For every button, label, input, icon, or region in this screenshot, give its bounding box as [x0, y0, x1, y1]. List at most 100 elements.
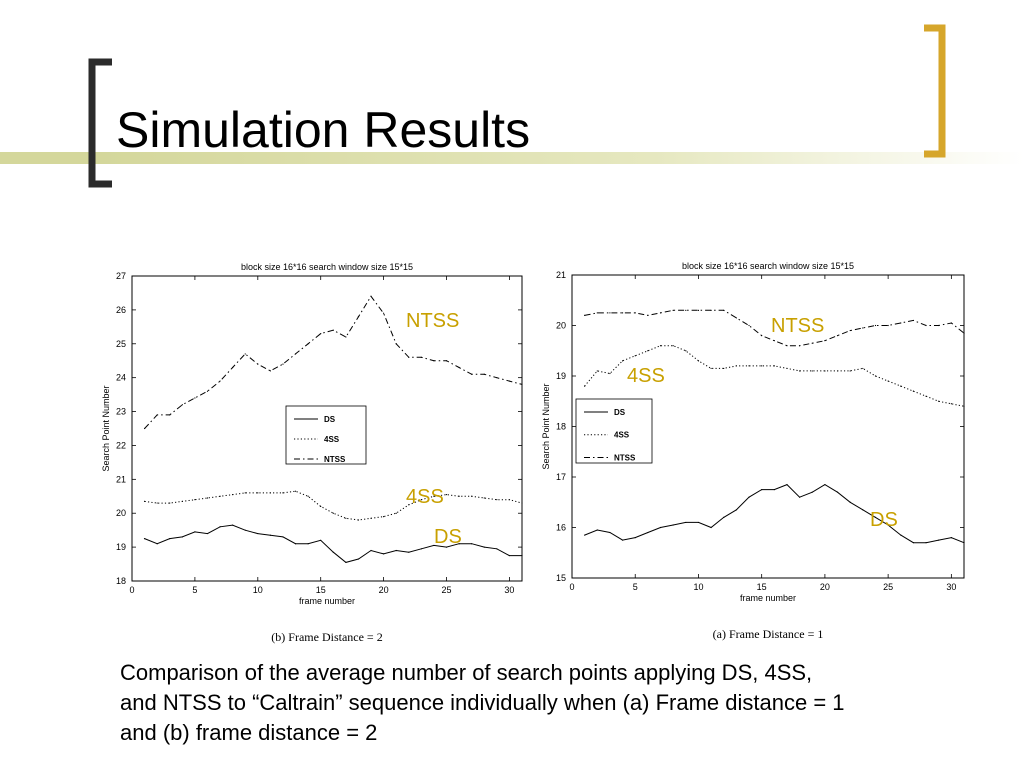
- data-point-ds: [357, 558, 360, 560]
- y-tick-label: 18: [116, 576, 126, 586]
- data-point-4ss: [483, 497, 485, 499]
- data-point-ds: [710, 526, 712, 529]
- data-point-ds: [383, 553, 385, 555]
- data-point-ds: [773, 489, 775, 491]
- data-point-ds: [912, 542, 915, 544]
- chart-frame-distance-2: block size 16*16 search window size 15*1…: [101, 262, 523, 644]
- data-point-ds: [395, 549, 397, 552]
- data-point-4ss: [723, 367, 725, 370]
- data-point-4ss: [799, 370, 801, 372]
- data-point-4ss: [874, 375, 877, 377]
- data-point-ds: [672, 524, 674, 526]
- legend-label: DS: [324, 415, 336, 424]
- data-point-4ss: [232, 493, 234, 496]
- y-tick-label: 18: [556, 422, 566, 432]
- data-point-ntss: [433, 360, 435, 362]
- data-point-ds: [206, 532, 209, 535]
- data-point-ntss: [925, 324, 927, 327]
- data-point-ds: [735, 509, 737, 511]
- data-point-ntss: [912, 319, 915, 322]
- data-point-4ss: [634, 355, 636, 357]
- data-point-ds: [143, 538, 146, 540]
- series-annotation: NTSS: [406, 310, 459, 332]
- data-point-ntss: [836, 335, 839, 337]
- data-point-4ss: [206, 497, 209, 499]
- data-point-4ss: [647, 350, 649, 352]
- accent-bar: [100, 152, 1024, 164]
- data-point-4ss: [156, 502, 158, 504]
- x-tick-label: 30: [504, 585, 514, 595]
- accent-bar-left: [0, 152, 100, 164]
- data-point-4ss: [294, 490, 297, 492]
- series-line-ds: [144, 524, 522, 563]
- data-point-4ss: [900, 385, 902, 387]
- data-point-ds: [925, 542, 927, 544]
- y-tick-label: 24: [116, 373, 126, 383]
- data-point-ntss: [659, 312, 662, 314]
- data-point-ntss: [194, 397, 196, 399]
- data-point-ds: [320, 539, 322, 541]
- y-tick-label: 17: [556, 472, 566, 482]
- data-point-ntss: [887, 324, 889, 327]
- x-tick-label: 25: [442, 585, 452, 595]
- data-point-ds: [156, 543, 158, 545]
- figure-caption: (a) Frame Distance = 1: [713, 627, 824, 641]
- data-point-4ss: [370, 517, 372, 519]
- data-point-ds: [508, 554, 511, 557]
- left-bracket-decoration: [88, 58, 112, 188]
- data-point-4ss: [659, 345, 662, 347]
- slide-caption: Comparison of the average number of sear…: [120, 660, 845, 745]
- data-point-ntss: [811, 342, 813, 344]
- data-point-ds: [408, 551, 410, 553]
- data-point-4ss: [609, 372, 611, 375]
- plot-frame: [131, 275, 523, 582]
- y-tick-label: 25: [116, 339, 126, 349]
- data-point-4ss: [320, 505, 322, 508]
- data-point-ds: [219, 526, 221, 528]
- data-point-4ss: [408, 504, 410, 506]
- data-point-4ss: [307, 495, 309, 497]
- data-point-4ss: [761, 365, 763, 367]
- data-point-ntss: [206, 390, 209, 392]
- data-point-ntss: [320, 333, 322, 335]
- data-point-ds: [963, 542, 965, 544]
- data-point-4ss: [685, 350, 687, 352]
- data-point-ntss: [383, 312, 385, 314]
- data-point-ntss: [799, 345, 801, 347]
- y-tick-label: 16: [556, 523, 566, 533]
- data-point-4ss: [244, 492, 246, 494]
- page-title: Simulation Results: [116, 102, 531, 158]
- data-point-ntss: [169, 414, 171, 416]
- data-point-ntss: [697, 309, 700, 311]
- data-point-ntss: [395, 343, 397, 345]
- series-line-ds: [584, 484, 965, 544]
- data-point-ntss: [143, 427, 146, 430]
- data-point-ntss: [244, 353, 246, 355]
- data-point-ntss: [483, 373, 485, 375]
- series-annotation: DS: [434, 526, 462, 548]
- data-point-ds: [181, 536, 183, 538]
- x-tick-label: 5: [192, 585, 197, 595]
- figure-caption: (b) Frame Distance = 2: [271, 630, 382, 644]
- data-point-ntss: [710, 309, 712, 311]
- data-point-4ss: [672, 345, 674, 347]
- data-point-4ss: [887, 380, 889, 382]
- y-axis-label: Search Point Number: [541, 383, 551, 469]
- x-tick-label: 0: [129, 585, 134, 595]
- data-point-ds: [420, 548, 422, 550]
- x-axis-label: frame number: [299, 596, 355, 606]
- x-tick-label: 30: [946, 582, 956, 592]
- y-tick-label: 22: [116, 440, 126, 450]
- y-tick-label: 27: [116, 271, 126, 281]
- data-point-ntss: [596, 312, 598, 314]
- data-point-ntss: [357, 316, 360, 318]
- data-point-4ss: [596, 370, 598, 372]
- data-point-ntss: [786, 345, 788, 347]
- data-point-4ss: [621, 360, 624, 362]
- x-tick-label: 5: [633, 582, 638, 592]
- data-point-ntss: [219, 380, 221, 382]
- data-point-ds: [950, 537, 952, 539]
- data-point-ntss: [584, 314, 586, 316]
- data-point-ntss: [408, 356, 410, 358]
- data-point-ntss: [824, 340, 826, 342]
